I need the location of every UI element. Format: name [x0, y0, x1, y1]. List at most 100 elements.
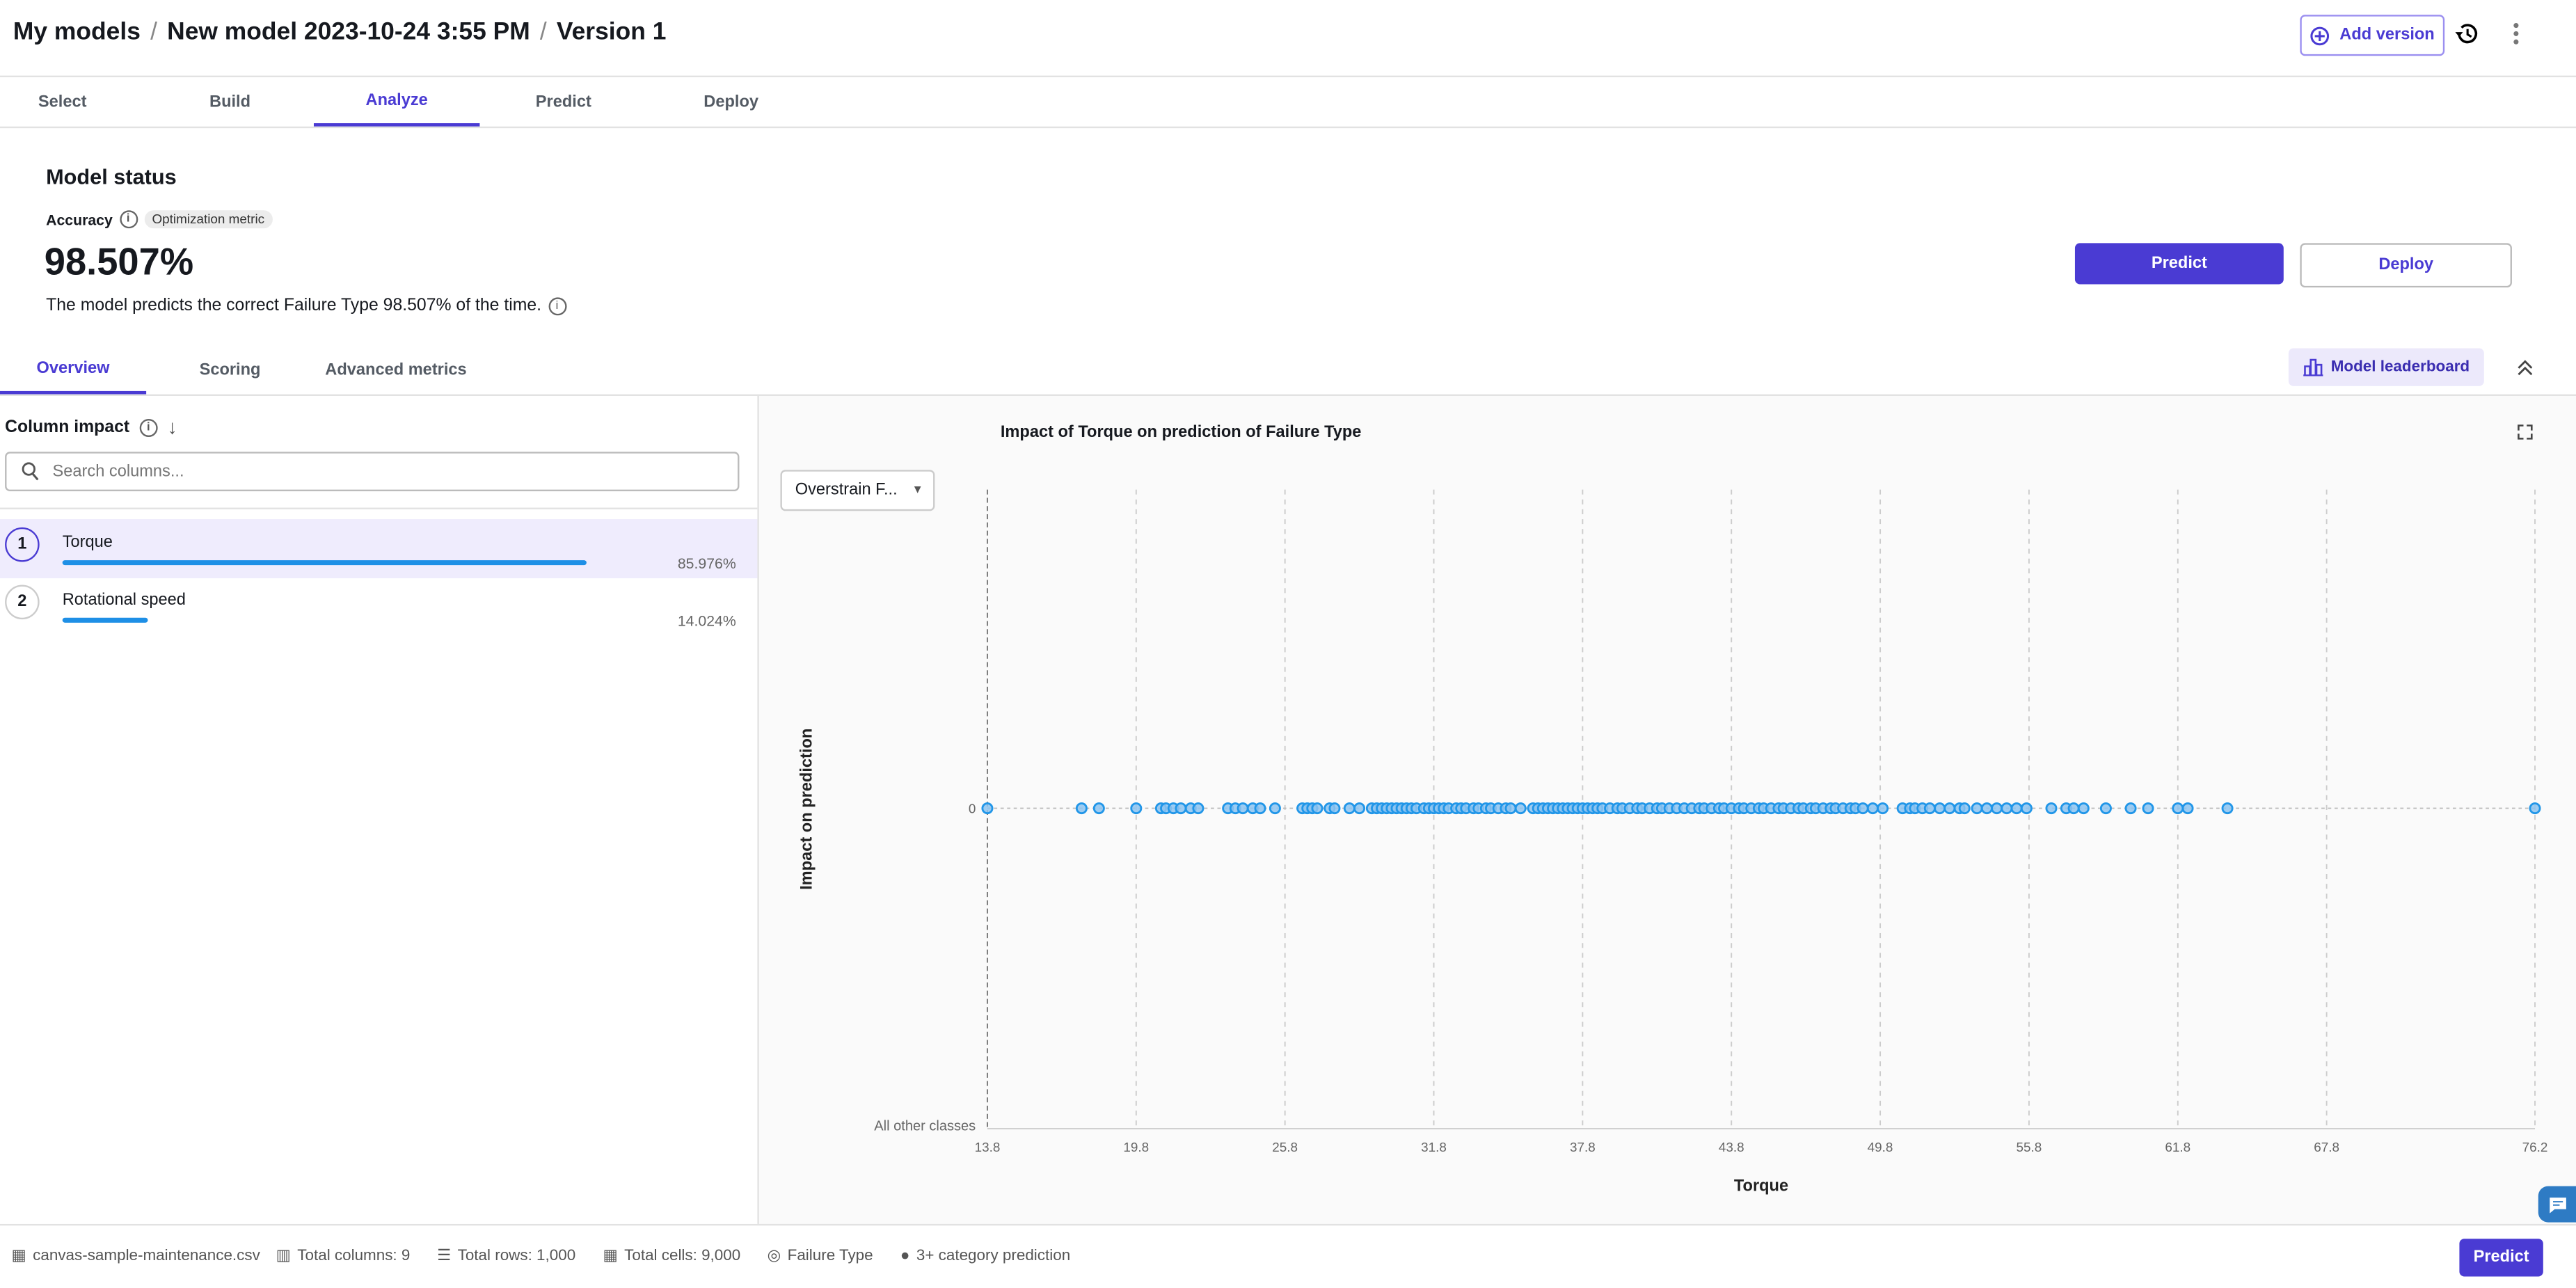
- class-select-dropdown[interactable]: Overstrain F... ▼: [780, 470, 935, 511]
- x-tick-label: 49.8: [1868, 1140, 1893, 1155]
- collapse-icon[interactable]: [2517, 360, 2534, 376]
- y-axis-label: Impact on prediction: [797, 729, 816, 890]
- data-point: [1192, 802, 1204, 815]
- scatter-chart: 13.8 19.8 25.8 31.8 37.8 43.8 49.8 55.8 61.8 67.8…: [797, 489, 2548, 1195]
- data-point: [1269, 802, 1281, 815]
- x-tick-label: 67.8: [2314, 1140, 2339, 1155]
- data-point: [1971, 802, 1983, 815]
- footer-predict-button[interactable]: Predict: [2459, 1239, 2543, 1277]
- subtab-scoring[interactable]: Scoring: [199, 360, 261, 379]
- total-columns: Total columns: 9: [297, 1246, 411, 1265]
- data-point: [2142, 802, 2154, 815]
- footer-target: ◎ Failure Type: [768, 1247, 873, 1265]
- breadcrumb-model[interactable]: New model 2023-10-24 3:55 PM: [167, 17, 530, 47]
- column-impact-header: Column impact i ↓: [5, 415, 177, 438]
- breadcrumb: My models / New model 2023-10-24 3:55 PM / V…: [13, 17, 667, 47]
- class-select-value: Overstrain F...: [795, 481, 898, 500]
- info-icon[interactable]: i: [119, 210, 138, 229]
- accuracy-value: 98.507%: [44, 239, 194, 283]
- data-point: [2099, 802, 2112, 815]
- y-bottom-label: All other classes: [874, 1118, 976, 1134]
- data-point: [2181, 802, 2194, 815]
- accuracy-row: Accuracy i Optimization metric: [46, 210, 273, 229]
- file-name: canvas-sample-maintenance.csv: [33, 1246, 260, 1265]
- data-point: [1092, 802, 1105, 815]
- data-point: [1958, 802, 1971, 815]
- data-point: [2001, 802, 2013, 815]
- data-point: [1991, 802, 2003, 815]
- fullscreen-icon[interactable]: [2517, 424, 2534, 440]
- deploy-button[interactable]: Deploy: [2300, 243, 2512, 288]
- x-axis-label: Torque: [1734, 1177, 1788, 1195]
- tab-build[interactable]: Build: [209, 93, 251, 111]
- data-point: [2529, 802, 2541, 815]
- data-point: [2067, 802, 2080, 815]
- model-leaderboard-button[interactable]: Model leaderboard: [2288, 348, 2484, 386]
- feedback-chat-button[interactable]: [2538, 1186, 2576, 1223]
- tab-select[interactable]: Select: [38, 93, 87, 111]
- add-version-label: Add version: [2339, 26, 2435, 45]
- x-tick-label: 43.8: [1719, 1140, 1744, 1155]
- target-column: Failure Type: [787, 1246, 873, 1265]
- search-columns-field[interactable]: [5, 452, 740, 491]
- x-tick-label: 25.8: [1272, 1140, 1298, 1155]
- data-point: [2020, 802, 2033, 815]
- search-icon: [22, 462, 39, 481]
- data-point: [1311, 802, 1323, 815]
- data-point: [1328, 802, 1341, 815]
- data-point: [1343, 802, 1355, 815]
- column-impact-item-torque[interactable]: 1 Torque 85.976%: [0, 519, 758, 579]
- y-tick-label: 0: [969, 802, 976, 817]
- data-point: [1075, 802, 1088, 815]
- target-icon: ◎: [767, 1246, 781, 1265]
- data-point: [1130, 802, 1143, 815]
- bar-chart-icon: [2303, 358, 2323, 376]
- info-icon[interactable]: i: [548, 296, 566, 315]
- predict-button[interactable]: Predict: [2074, 243, 2284, 285]
- sort-arrow-down-icon[interactable]: ↓: [167, 415, 177, 439]
- history-icon[interactable]: [2454, 22, 2479, 46]
- tab-analyze[interactable]: Analyze: [313, 77, 480, 127]
- grid-icon: ▦: [603, 1246, 618, 1265]
- breadcrumb-version: Version 1: [556, 17, 667, 47]
- leaderboard-label: Model leaderboard: [2330, 358, 2470, 376]
- data-point: [1353, 802, 1366, 815]
- add-version-button[interactable]: Add version: [2300, 15, 2445, 56]
- rank-badge: 1: [5, 527, 40, 562]
- x-tick-label: 31.8: [1421, 1140, 1447, 1155]
- column-impact-title: Column impact: [5, 417, 130, 438]
- data-point: [981, 802, 994, 815]
- chat-icon: [2549, 1196, 2566, 1213]
- x-tick-label: 13.8: [975, 1140, 1001, 1155]
- column-impact-item-rotational-speed[interactable]: 2 Rotational speed 14.024%: [0, 577, 757, 636]
- more-options-icon[interactable]: [2513, 23, 2520, 45]
- data-point: [2010, 802, 2023, 815]
- tab-predict[interactable]: Predict: [535, 93, 591, 111]
- subtab-overview[interactable]: Overview: [0, 345, 147, 395]
- search-columns-input[interactable]: [49, 461, 681, 482]
- data-point: [1514, 802, 1527, 815]
- footer-columns: ▥ Total columns: 9: [276, 1247, 411, 1265]
- data-point: [1943, 802, 1956, 815]
- subtab-advanced-metrics[interactable]: Advanced metrics: [325, 360, 467, 379]
- x-tick-label: 37.8: [1570, 1140, 1596, 1155]
- data-point: [1923, 802, 1936, 815]
- tab-deploy[interactable]: Deploy: [703, 93, 759, 111]
- data-point: [1254, 802, 1266, 815]
- total-cells: Total cells: 9,000: [624, 1246, 741, 1265]
- data-point: [1877, 802, 1889, 815]
- footer-rows: ☰ Total rows: 1,000: [437, 1247, 575, 1265]
- accuracy-label: Accuracy: [46, 211, 113, 228]
- info-icon[interactable]: i: [139, 418, 158, 436]
- breadcrumb-my-models[interactable]: My models: [13, 17, 141, 47]
- x-tick-label: 76.2: [2522, 1140, 2548, 1155]
- data-point: [2045, 802, 2058, 815]
- data-point: [1237, 802, 1249, 815]
- prediction-type: 3+ category prediction: [916, 1246, 1071, 1265]
- footer-type: ● 3+ category prediction: [900, 1247, 1070, 1265]
- footer-file: ▦ canvas-sample-maintenance.csv: [12, 1247, 260, 1265]
- impact-bar: [62, 617, 148, 623]
- impact-percent: 85.976%: [677, 555, 736, 572]
- columns-icon: ▥: [276, 1246, 291, 1265]
